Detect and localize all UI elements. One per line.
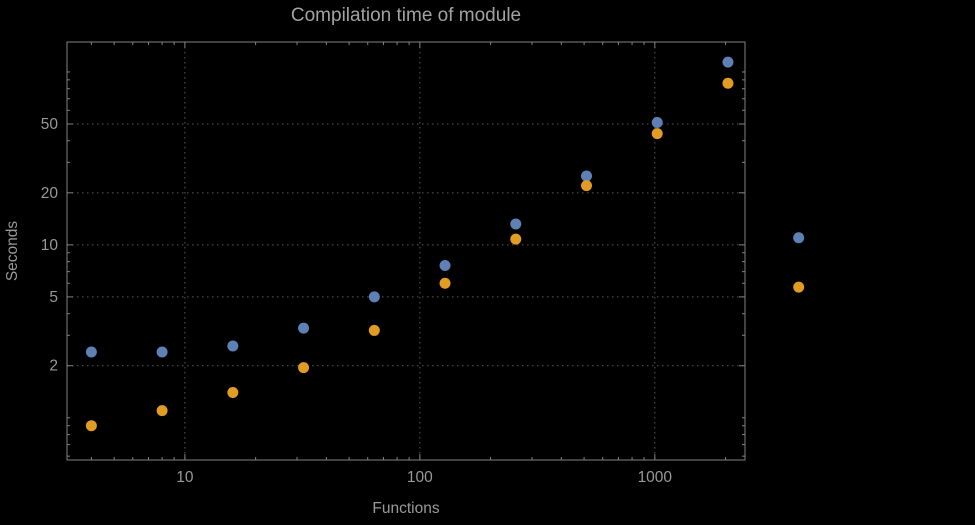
data-point-series-blue <box>651 117 663 129</box>
y-tick-label: 5 <box>49 289 58 306</box>
data-point-series-blue <box>156 346 168 358</box>
x-tick-label: 1000 <box>638 469 673 486</box>
data-point-series-blue <box>298 322 310 334</box>
data-point-series-orange <box>581 180 593 192</box>
data-point-series-blue <box>581 170 593 182</box>
y-tick-label: 2 <box>49 358 58 375</box>
y-axis-label: Seconds <box>4 220 22 282</box>
data-point-series-blue <box>510 218 522 230</box>
data-point-series-blue <box>227 340 239 352</box>
data-point-series-orange <box>510 233 522 245</box>
data-point-series-blue <box>722 56 734 68</box>
x-tick-label: 100 <box>407 469 433 486</box>
y-tick-label: 10 <box>41 237 59 254</box>
data-point-series-orange <box>85 420 97 432</box>
data-point-series-blue <box>439 259 451 271</box>
plot-frame <box>66 41 746 461</box>
data-point-series-orange <box>298 362 310 374</box>
data-point-series-orange <box>156 405 168 417</box>
data-point-series-orange <box>793 281 805 293</box>
y-tick-label: 50 <box>41 116 59 133</box>
data-point-series-orange <box>722 77 734 89</box>
y-tick-label: 20 <box>41 185 59 202</box>
x-tick-label: 10 <box>176 469 194 486</box>
chart-title: Compilation time of module <box>290 5 522 26</box>
data-point-series-orange <box>368 324 380 336</box>
data-point-series-blue <box>368 291 380 303</box>
data-point-series-orange <box>227 387 239 399</box>
data-point-series-blue <box>85 346 97 358</box>
y-axis-label-wrap: Seconds <box>2 42 24 460</box>
data-point-series-blue <box>793 232 805 244</box>
x-axis-label: Functions <box>372 500 440 517</box>
data-point-series-orange <box>439 277 451 289</box>
data-point-series-orange <box>651 128 663 140</box>
